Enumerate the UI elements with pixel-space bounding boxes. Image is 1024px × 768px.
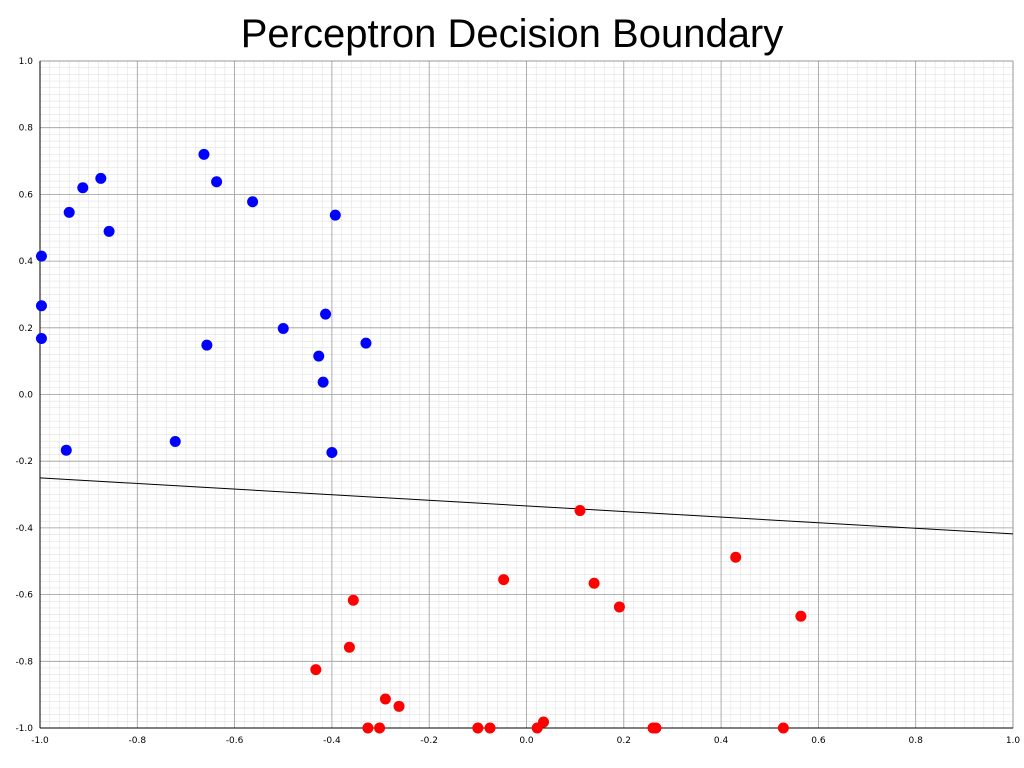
data-point-blue xyxy=(247,196,259,208)
x-tick-label: 0.4 xyxy=(714,736,729,746)
y-tick-label: -0.8 xyxy=(15,657,33,667)
data-point-blue xyxy=(35,300,47,312)
axis-lines xyxy=(39,61,1013,729)
x-tick-label: 0.0 xyxy=(519,736,534,746)
data-point-blue xyxy=(35,332,47,344)
data-point-red xyxy=(650,722,662,734)
data-point-blue xyxy=(198,148,210,160)
data-point-red xyxy=(613,601,625,613)
data-point-blue xyxy=(277,322,289,334)
x-tick-label: 0.6 xyxy=(811,736,826,746)
y-tick-label: 0.4 xyxy=(19,257,34,267)
y-tick-label: -0.2 xyxy=(15,457,33,467)
data-point-blue xyxy=(95,172,107,184)
y-axis-tick-labels: 1.0 0.8 0.6 0.4 0.2 0.0 -0.2 -0.4 -0.6 -0.8 -1.0 xyxy=(15,57,33,734)
data-point-blue xyxy=(360,337,372,349)
y-tick-label: -1.0 xyxy=(15,724,33,734)
data-point-red xyxy=(347,594,359,606)
y-tick-label: -0.4 xyxy=(15,524,33,534)
decision-boundary-line xyxy=(39,477,1014,535)
data-point-red xyxy=(343,641,355,653)
data-point-red xyxy=(310,664,322,676)
data-point-red xyxy=(498,574,510,586)
data-point-blue xyxy=(320,308,332,320)
data-point-red xyxy=(362,722,374,734)
x-tick-label: 1.0 xyxy=(1006,736,1021,746)
data-point-red xyxy=(374,722,386,734)
x-tick-label: 0.2 xyxy=(617,736,631,746)
data-point-blue xyxy=(326,447,338,459)
data-point-red xyxy=(393,700,405,712)
y-tick-label: -0.6 xyxy=(15,591,33,601)
data-point-blue xyxy=(63,206,75,218)
data-point-blue xyxy=(211,176,223,188)
y-tick-label: 0.8 xyxy=(19,124,34,134)
y-tick-label: 0.6 xyxy=(19,190,34,200)
data-point-red xyxy=(531,722,543,734)
data-point-blue xyxy=(329,209,341,221)
x-tick-label: -0.4 xyxy=(323,736,341,746)
data-point-red xyxy=(574,505,586,517)
y-tick-label: 0.0 xyxy=(19,391,34,401)
x-tick-label: -1.0 xyxy=(31,736,49,746)
data-point-blue xyxy=(317,376,329,388)
x-axis-tick-labels: -1.0 -0.8 -0.6 -0.4 -0.2 0.0 0.2 0.4 0.6 0.8 1.0 xyxy=(31,736,1020,746)
x-tick-label: -0.6 xyxy=(226,736,244,746)
data-point-red xyxy=(588,577,600,589)
x-tick-label: -0.8 xyxy=(129,736,147,746)
major-gridlines xyxy=(39,60,1014,729)
data-point-blue xyxy=(103,225,115,237)
data-point-red xyxy=(795,610,807,622)
data-point-blue xyxy=(35,250,47,262)
data-point-blue xyxy=(313,350,325,362)
x-tick-label: 0.8 xyxy=(909,736,924,746)
y-tick-label: 1.0 xyxy=(19,57,34,67)
x-tick-label: -0.2 xyxy=(420,736,438,746)
data-point-red xyxy=(472,722,484,734)
chart-title: Perceptron Decision Boundary xyxy=(241,12,784,56)
data-point-blue xyxy=(60,444,72,456)
data-point-blue xyxy=(169,436,181,448)
data-point-red xyxy=(777,722,789,734)
y-tick-label: 0.2 xyxy=(19,324,33,334)
data-points-layer xyxy=(35,148,807,734)
decision-boundary-layer xyxy=(39,477,1014,535)
data-point-blue xyxy=(77,182,89,194)
data-point-red xyxy=(379,693,391,705)
data-point-red xyxy=(730,551,742,563)
data-point-blue xyxy=(201,339,213,351)
data-point-red xyxy=(484,722,496,734)
